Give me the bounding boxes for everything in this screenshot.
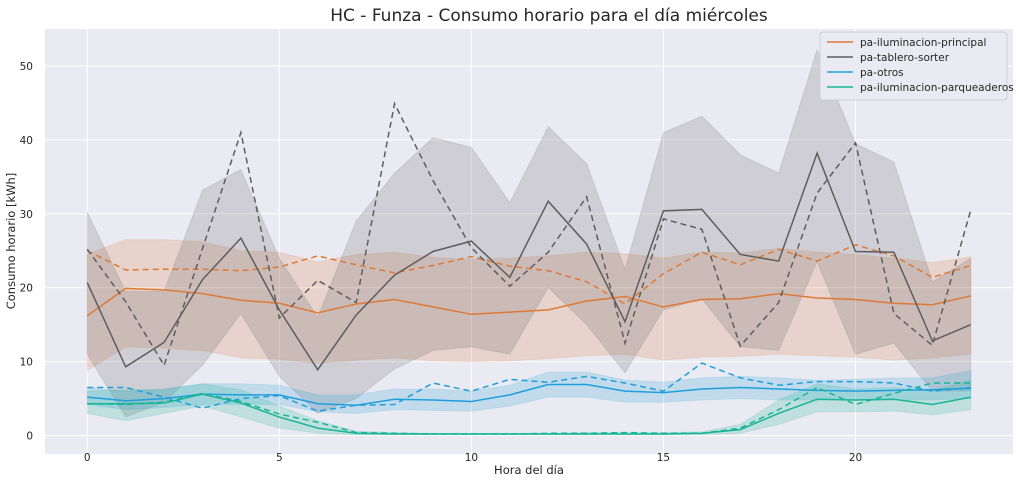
y-tick-label: 20 bbox=[20, 283, 33, 295]
mean-line-pa-iluminacion-parqueaderos bbox=[87, 393, 971, 435]
legend-box bbox=[819, 31, 1008, 101]
x-tick-label: 15 bbox=[657, 452, 670, 464]
dashed-line-pa-iluminacion-parqueaderos bbox=[87, 382, 971, 435]
mean-line-pa-tablero-sorter bbox=[86, 151, 972, 372]
confidence-band-pa-otros bbox=[86, 369, 972, 414]
legend-item: pa-otros bbox=[827, 67, 904, 79]
y-tick-label: 50 bbox=[20, 61, 33, 73]
dashed-line-pa-tablero-sorter bbox=[86, 101, 972, 368]
chart-title: HC - Funza - Consumo horario para el día… bbox=[330, 6, 768, 26]
legend-label: pa-otros bbox=[860, 67, 904, 79]
x-tick-label: 0 bbox=[84, 452, 91, 464]
dashed-line-pa-iluminacion-principal bbox=[86, 244, 971, 305]
legend-item: pa-iluminacion-parqueaderos bbox=[827, 82, 1014, 94]
x-tick-label: 5 bbox=[276, 452, 283, 464]
y-tick-label: 40 bbox=[20, 135, 33, 147]
x-tick-labels: 0 5 10 15 20 bbox=[84, 452, 862, 464]
legend-item: pa-tablero-sorter bbox=[827, 52, 950, 64]
y-tick-label: 30 bbox=[20, 209, 33, 221]
x-tick-label: 20 bbox=[849, 452, 862, 464]
mean-line-pa-iluminacion-principal bbox=[86, 287, 971, 317]
series-lines bbox=[86, 101, 972, 435]
legend-label: pa-iluminacion-parqueaderos bbox=[860, 82, 1014, 94]
dashed-line-pa-otros bbox=[87, 362, 971, 412]
confidence-bands bbox=[86, 48, 972, 436]
x-tick-label: 10 bbox=[465, 452, 478, 464]
legend-label: pa-iluminacion-principal bbox=[860, 37, 986, 49]
y-tick-label: 0 bbox=[26, 431, 33, 443]
confidence-band-pa-iluminacion-principal bbox=[86, 239, 972, 372]
legend-item: pa-iluminacion-principal bbox=[827, 37, 986, 49]
y-tick-label: 10 bbox=[20, 357, 33, 369]
y-axis-label: Consumo horario [kWh] bbox=[4, 173, 18, 310]
y-tick-labels: 0 10 20 30 40 50 bbox=[20, 61, 33, 443]
legend-label: pa-tablero-sorter bbox=[860, 52, 950, 64]
legend: pa-iluminacion-principal pa-tablero-sorte… bbox=[819, 31, 1014, 101]
x-axis-label: Hora del día bbox=[494, 463, 564, 477]
confidence-band-pa-tablero-sorter bbox=[86, 48, 972, 418]
